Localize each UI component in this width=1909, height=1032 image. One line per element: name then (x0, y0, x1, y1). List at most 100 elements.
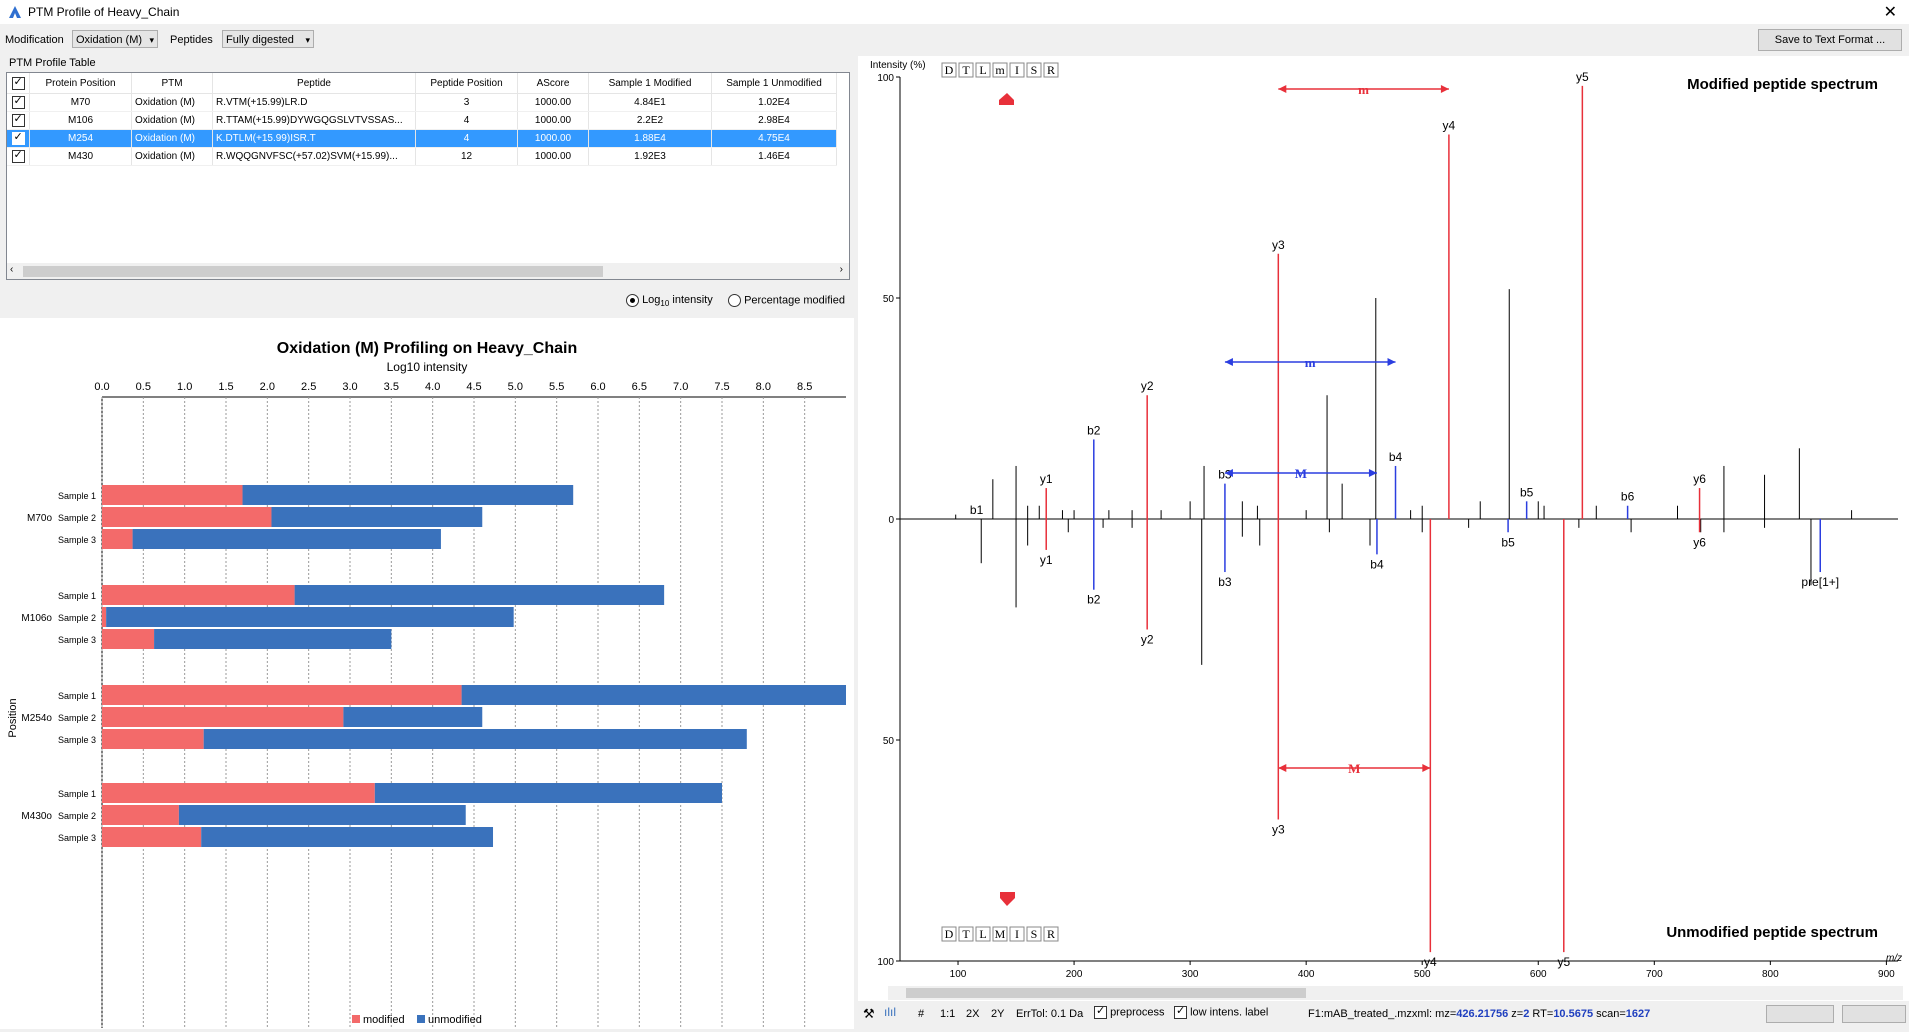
cell-peptide[interactable]: R.VTM(+15.99)LR.D (212, 93, 416, 112)
header-sample1-modified[interactable]: Sample 1 Modified (588, 73, 712, 94)
checkbox-icon[interactable] (11, 112, 25, 127)
header-ptm[interactable]: PTM (131, 73, 213, 94)
cell-position[interactable]: M70 (29, 93, 132, 112)
status-field-1[interactable] (1766, 1005, 1834, 1023)
spectrum-icon[interactable]: ılıl (884, 1005, 896, 1019)
cell-peptide[interactable]: R.WQQGNVFSC(+57.02)SVM(+15.99)... (212, 147, 416, 166)
bar-modified[interactable] (102, 729, 204, 749)
bar-modified[interactable] (102, 607, 107, 627)
header-peptide-position[interactable]: Peptide Position (415, 73, 518, 94)
cell-check[interactable] (7, 93, 30, 112)
settings-icon[interactable]: ⚒ (863, 1006, 875, 1021)
spectrum-scroll-thumb[interactable] (906, 988, 1306, 998)
checkbox-icon[interactable] (1174, 1004, 1187, 1019)
peptides-select[interactable]: Fully digested ▾ (222, 30, 314, 48)
table-horizontal-scrollbar[interactable]: ‹ › (7, 263, 849, 279)
bar-unmodified[interactable] (154, 629, 392, 649)
zoom-2x-button[interactable]: 2X (966, 1008, 980, 1020)
bar-unmodified[interactable] (343, 707, 483, 727)
cell-ascore[interactable]: 1000.00 (517, 129, 589, 148)
cell-ptm[interactable]: Oxidation (M) (131, 111, 213, 130)
cell-s1-unmod[interactable]: 1.46E4 (711, 147, 837, 166)
cell-ptm[interactable]: Oxidation (M) (131, 147, 213, 166)
scroll-right-icon[interactable]: › (839, 264, 843, 275)
cell-ascore[interactable]: 1000.00 (517, 93, 589, 112)
error-tolerance-label[interactable]: ErrTol: 0.1 Da (1016, 1008, 1084, 1020)
radio-icon[interactable] (728, 294, 741, 307)
scroll-left-icon[interactable]: ‹ (10, 264, 14, 275)
checkbox-icon[interactable] (11, 148, 25, 163)
cell-peptide[interactable]: R.TTAM(+15.99)DYWGQGSLVTVSSAS... (212, 111, 416, 130)
cell-s1-mod[interactable]: 1.92E3 (588, 147, 712, 166)
bar-unmodified[interactable] (242, 485, 574, 505)
cell-check[interactable] (7, 129, 30, 148)
bar-unmodified[interactable] (294, 585, 665, 605)
split-divider[interactable] (854, 56, 858, 1029)
radio-icon[interactable] (626, 294, 639, 307)
preprocess-checkbox[interactable]: preprocess (1094, 1004, 1164, 1019)
cell-check[interactable] (7, 111, 30, 130)
ratio-1to1-button[interactable]: 1:1 (940, 1008, 956, 1020)
bar-unmodified[interactable] (461, 685, 846, 705)
close-icon[interactable]: ✕ (1883, 4, 1897, 21)
checkbox-icon[interactable] (1094, 1004, 1107, 1019)
cell-s1-mod[interactable]: 4.84E1 (588, 93, 712, 112)
status-field-2[interactable] (1842, 1005, 1906, 1023)
checkbox-icon[interactable] (11, 75, 25, 90)
percentage-radio[interactable]: Percentage modified (728, 294, 845, 307)
bar-unmodified[interactable] (132, 529, 441, 549)
cell-check[interactable] (7, 147, 30, 166)
cell-s1-unmod[interactable]: 1.02E4 (711, 93, 837, 112)
bar-modified[interactable] (102, 827, 202, 847)
bar-modified[interactable] (102, 707, 344, 727)
cell-peptide-position[interactable]: 4 (415, 111, 518, 130)
bar-modified[interactable] (102, 783, 375, 803)
header-sample1-unmodified[interactable]: Sample 1 Unmodified (711, 73, 837, 94)
bar-modified[interactable] (102, 507, 272, 527)
checkbox-icon[interactable] (11, 94, 25, 109)
cell-position[interactable]: M430 (29, 147, 132, 166)
cell-s1-unmod[interactable]: 4.75E4 (711, 129, 837, 148)
cell-s1-mod[interactable]: 1.88E4 (588, 129, 712, 148)
zoom-2y-button[interactable]: 2Y (991, 1008, 1005, 1020)
cell-peptide-position[interactable]: 4 (415, 129, 518, 148)
modification-select[interactable]: Oxidation (M) ▾ (72, 30, 158, 48)
cell-peptide-position[interactable]: 12 (415, 147, 518, 166)
hash-button[interactable]: # (918, 1008, 925, 1020)
bar-unmodified[interactable] (203, 729, 747, 749)
bar-unmodified[interactable] (271, 507, 483, 527)
bar-modified[interactable] (102, 685, 462, 705)
low-intensity-checkbox[interactable]: low intens. label (1174, 1004, 1268, 1019)
cell-position[interactable]: M106 (29, 111, 132, 130)
cell-ptm[interactable]: Oxidation (M) (131, 129, 213, 148)
log10-radio[interactable]: Log10 intensity (626, 294, 713, 309)
scroll-thumb[interactable] (23, 266, 603, 277)
header-check[interactable] (7, 73, 30, 94)
cell-s1-mod[interactable]: 2.2E2 (588, 111, 712, 130)
header-ascore[interactable]: AScore (517, 73, 589, 94)
cell-position[interactable]: M254 (29, 129, 132, 148)
bar-modified[interactable] (102, 529, 133, 549)
bar-modified[interactable] (102, 485, 243, 505)
header-peptide[interactable]: Peptide (212, 73, 416, 94)
cell-peptide[interactable]: K.DTLM(+15.99)ISR.T (212, 129, 416, 148)
cell-peptide-position[interactable]: 3 (415, 93, 518, 112)
save-text-format-button[interactable]: Save to Text Format ... (1758, 29, 1902, 51)
bar-modified[interactable] (102, 629, 155, 649)
bar-modified[interactable] (102, 805, 179, 825)
cell-ptm[interactable]: Oxidation (M) (131, 93, 213, 112)
cell-ascore[interactable]: 1000.00 (517, 111, 589, 130)
bar-unmodified[interactable] (374, 783, 722, 803)
bar-modified[interactable] (102, 585, 295, 605)
bar-unmodified[interactable] (178, 805, 466, 825)
bar-unmodified[interactable] (201, 827, 494, 847)
bar-unmodified[interactable] (106, 607, 514, 627)
cell-s1-unmod[interactable]: 2.98E4 (711, 111, 837, 130)
header-protein-position[interactable]: Protein Position (29, 73, 132, 94)
checkbox-icon[interactable] (11, 130, 25, 145)
cell-ascore[interactable]: 1000.00 (517, 147, 589, 166)
